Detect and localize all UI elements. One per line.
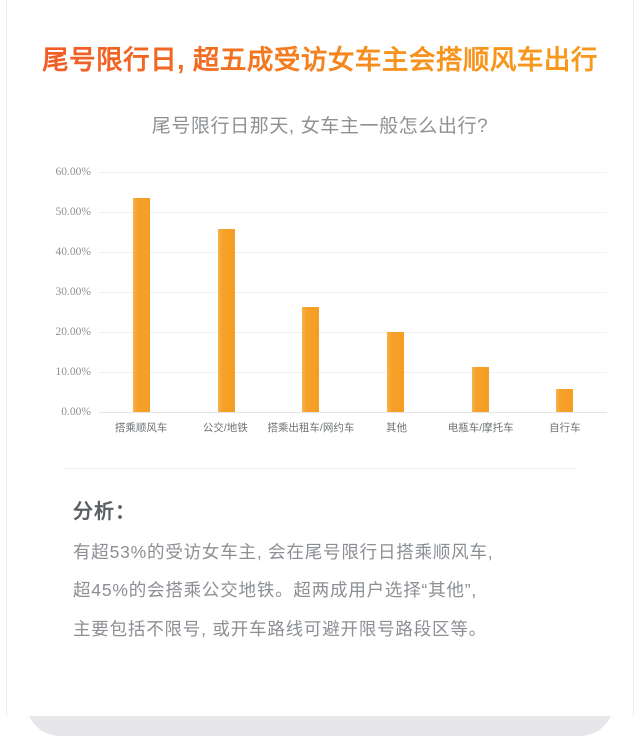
page-title: 尾号限行日, 超五成受访女车主会搭顺风车出行 bbox=[7, 44, 633, 77]
bar-slot bbox=[268, 172, 353, 413]
analysis-paragraph-line: 主要包括不限号, 或开车路线可避开限号路段区等。 bbox=[73, 618, 487, 639]
y-axis-tick-label: 30.00% bbox=[55, 286, 91, 299]
bar[interactable] bbox=[132, 197, 150, 413]
analysis-paragraph-line: 有超53%的受访女车主, 会在尾号限行日搭乘顺风车, bbox=[73, 542, 494, 563]
gridline bbox=[99, 412, 607, 414]
bar[interactable] bbox=[471, 366, 489, 413]
x-axis-tick-label: 搭乘顺风车 bbox=[114, 422, 168, 435]
x-axis-tick-label: 其他 bbox=[385, 422, 407, 435]
gridline bbox=[99, 372, 607, 374]
section-divider bbox=[63, 468, 577, 470]
analysis-heading: 分析： bbox=[73, 501, 136, 524]
gridline bbox=[99, 332, 607, 334]
bar-slot bbox=[522, 172, 607, 413]
bar-slot bbox=[353, 172, 438, 413]
gridline bbox=[99, 172, 607, 174]
bar-slot bbox=[184, 172, 269, 413]
x-axis: 搭乘顺风车 公交/地铁 搭乘出租车/网约车 其他 电瓶车/摩托车 自行车 bbox=[99, 420, 607, 435]
x-axis-tick-label: 电瓶车/摩托车 bbox=[447, 422, 514, 435]
y-axis-tick-label: 60.00% bbox=[55, 166, 91, 179]
x-axis-tick-label: 搭乘出租车/网约车 bbox=[267, 422, 355, 435]
analysis-paragraph-line: 超45%的会搭乘公交地铁。超两成用户选择“其他”, bbox=[73, 580, 478, 601]
article-page: 尾号限行日, 超五成受访女车主会搭顺风车出行 尾号限行日那天, 女车主一般怎么出… bbox=[6, 0, 634, 716]
bar[interactable] bbox=[386, 332, 404, 413]
analysis-section: 分析： 有超53%的受访女车主, 会在尾号限行日搭乘顺风车, 超45%的会搭乘公交… bbox=[7, 469, 633, 639]
bar[interactable] bbox=[217, 228, 235, 413]
bar[interactable] bbox=[302, 306, 320, 413]
x-axis-tick-label: 自行车 bbox=[549, 422, 581, 435]
bar[interactable] bbox=[556, 388, 574, 413]
bars-group bbox=[99, 172, 607, 413]
analysis-body: 有超53%的受访女车主, 会在尾号限行日搭乘顺风车, 超45%的会搭乘公交地铁。超… bbox=[73, 542, 567, 639]
bar-slot bbox=[438, 172, 523, 413]
gridline bbox=[99, 292, 607, 294]
y-axis-tick-label: 40.00% bbox=[55, 246, 91, 259]
chart-title: 尾号限行日那天, 女车主一般怎么出行? bbox=[151, 116, 489, 138]
x-axis-tick-label: 公交/地铁 bbox=[202, 422, 248, 435]
y-axis-tick-label: 50.00% bbox=[55, 206, 91, 219]
chart-container: 尾号限行日那天, 女车主一般怎么出行? 0.00% 10.00% 20.00% 30.… bbox=[7, 111, 633, 435]
bar-chart-plot: 0.00% 10.00% 20.00% 30.00% 40.00% 50.00% 60.00… bbox=[25, 164, 615, 435]
y-axis-tick-label: 20.00% bbox=[55, 326, 91, 339]
gridline bbox=[99, 212, 607, 214]
gridline bbox=[99, 252, 607, 254]
y-axis-tick-label: 0.00% bbox=[61, 406, 91, 419]
y-axis-tick-label: 10.00% bbox=[55, 366, 91, 379]
bar-slot bbox=[99, 172, 184, 413]
